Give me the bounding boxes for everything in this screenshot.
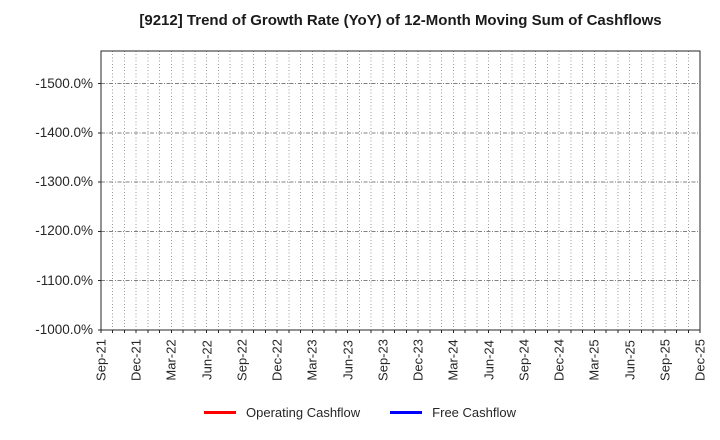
legend: Operating Cashflow Free Cashflow xyxy=(0,405,720,420)
y-tick-label: -1200.0% xyxy=(35,223,93,239)
x-tick-label: Sep-25 xyxy=(657,339,673,381)
x-tick-label: Jun-23 xyxy=(340,340,356,380)
x-tick-label: Mar-24 xyxy=(445,339,461,381)
legend-label-operating-cashflow: Operating Cashflow xyxy=(246,405,361,420)
y-tick-label: -1400.0% xyxy=(35,124,93,140)
x-tick-label: Dec-22 xyxy=(269,339,285,381)
x-tick-label: Dec-24 xyxy=(551,339,567,381)
free-cashflow-line-icon xyxy=(390,411,423,414)
x-tick-label: Sep-22 xyxy=(234,339,250,381)
y-tick-label: -1000.0% xyxy=(35,322,93,337)
x-tick-label: Sep-24 xyxy=(516,339,532,381)
y-tick-label: -1500.0% xyxy=(35,75,93,91)
x-tick-label: Sep-23 xyxy=(375,339,391,381)
chart-title: [9212] Trend of Growth Rate (YoY) of 12-… xyxy=(139,12,662,29)
y-tick-label: -1300.0% xyxy=(35,174,93,190)
x-tick-label: Dec-23 xyxy=(410,339,426,381)
x-tick-label: Mar-22 xyxy=(163,339,179,381)
y-tick-label: -1100.0% xyxy=(36,272,93,288)
x-tick-label: Jun-25 xyxy=(622,340,638,380)
operating-cashflow-line-icon xyxy=(204,411,236,414)
legend-item-operating-cashflow: Operating Cashflow xyxy=(204,405,360,420)
x-tick-label: Mar-25 xyxy=(586,339,602,381)
x-tick-label: Jun-22 xyxy=(199,340,215,380)
x-tick-label: Sep-21 xyxy=(93,339,109,381)
x-tick-label: Dec-21 xyxy=(128,339,144,381)
x-tick-label: Dec-25 xyxy=(692,339,708,381)
legend-label-free-cashflow: Free Cashflow xyxy=(432,405,516,420)
legend-item-free-cashflow: Free Cashflow xyxy=(390,405,516,420)
x-tick-label: Jun-24 xyxy=(481,340,497,380)
plot-border xyxy=(100,50,701,331)
x-tick-label: Mar-23 xyxy=(304,339,320,381)
